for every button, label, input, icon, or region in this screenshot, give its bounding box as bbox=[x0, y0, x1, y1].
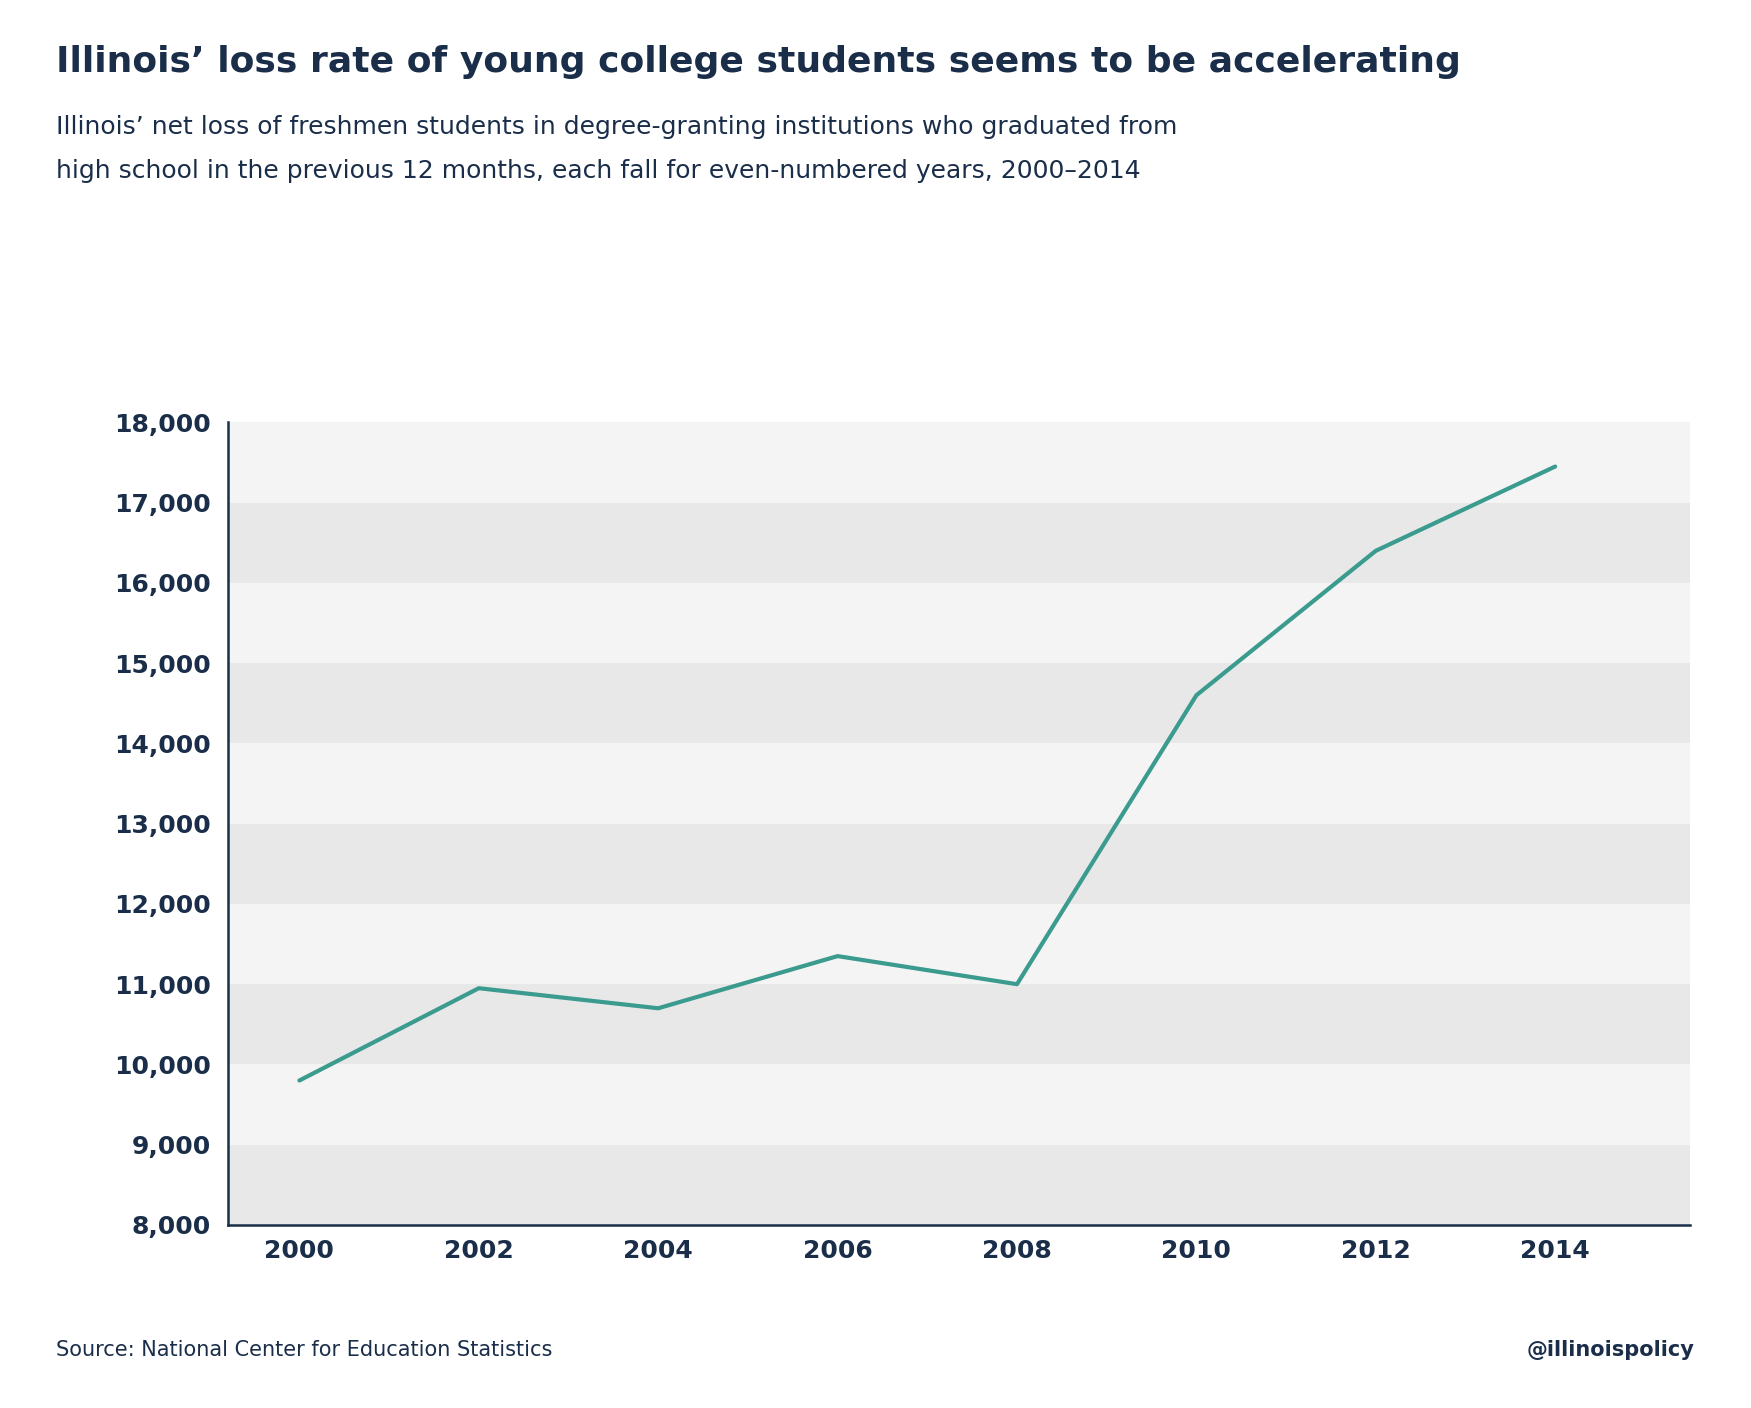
Bar bbox=[228, 583, 1690, 663]
Bar bbox=[228, 743, 1690, 824]
Bar bbox=[228, 663, 1690, 743]
Text: Source: National Center for Education Statistics: Source: National Center for Education St… bbox=[56, 1340, 552, 1360]
Bar bbox=[228, 1064, 1690, 1145]
Bar bbox=[228, 1145, 1690, 1225]
Bar bbox=[228, 422, 1690, 503]
Text: high school in the previous 12 months, each fall for even-numbered years, 2000–2: high school in the previous 12 months, e… bbox=[56, 159, 1140, 183]
Text: Illinois’ loss rate of young college students seems to be accelerating: Illinois’ loss rate of young college stu… bbox=[56, 45, 1460, 79]
Text: Illinois’ net loss of freshmen students in degree-granting institutions who grad: Illinois’ net loss of freshmen students … bbox=[56, 115, 1177, 139]
Bar bbox=[228, 984, 1690, 1064]
Bar bbox=[228, 824, 1690, 904]
Bar bbox=[228, 503, 1690, 583]
Text: @illinoispolicy: @illinoispolicy bbox=[1527, 1340, 1695, 1360]
Bar bbox=[228, 904, 1690, 984]
